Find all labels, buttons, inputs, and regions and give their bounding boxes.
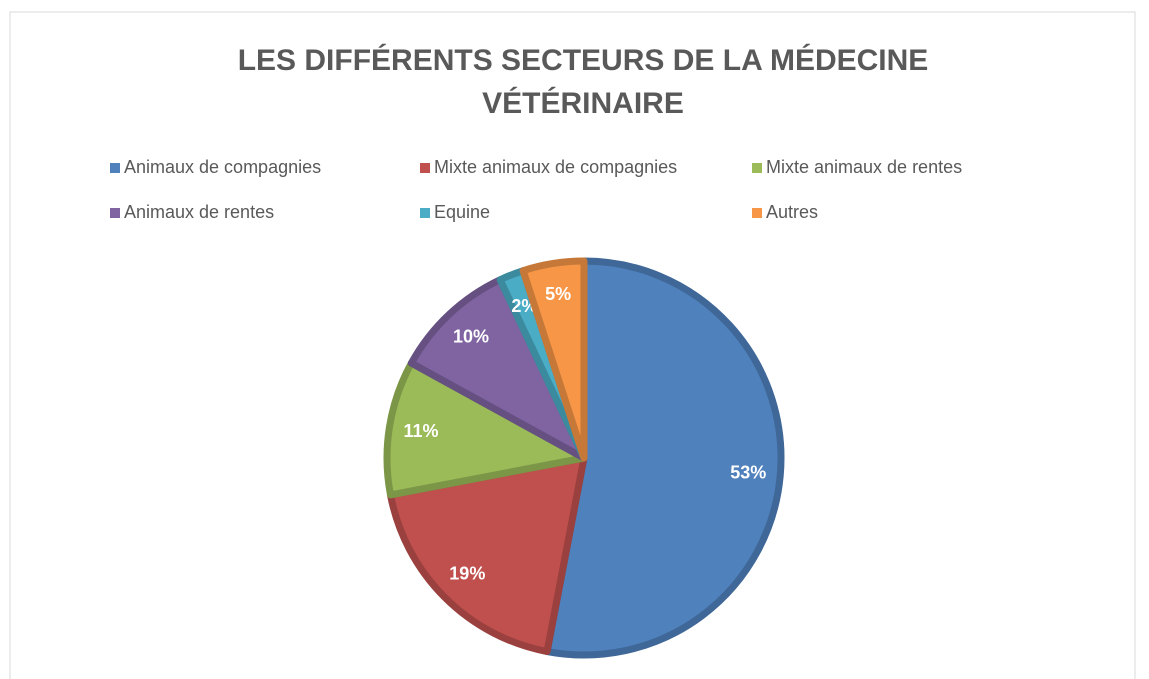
- pie-slice: [407, 276, 588, 462]
- data-label: 53%: [730, 462, 766, 482]
- data-label: 5%: [545, 284, 571, 304]
- pie-slice: [519, 257, 588, 462]
- data-label: 11%: [404, 421, 439, 441]
- legend-label: Mixte animaux de rentes: [766, 157, 962, 177]
- legend-label: Mixte animaux de compagnies: [434, 157, 677, 177]
- data-label: 19%: [449, 563, 485, 583]
- legend-swatch: [110, 163, 120, 173]
- legend-swatch: [110, 208, 120, 218]
- legend-swatch: [752, 163, 762, 173]
- legend-label: Animaux de rentes: [124, 202, 274, 222]
- pie-slice: [383, 359, 588, 499]
- legend-label: Equine: [434, 202, 490, 222]
- pie-slice: [543, 257, 785, 659]
- legend-swatch: [752, 208, 762, 218]
- legend-swatch: [420, 163, 430, 173]
- chart-title: LES DIFFÉRENTS SECTEURS DE LA MÉDECINE VÉ…: [238, 43, 929, 120]
- legend-swatch: [420, 208, 430, 218]
- legend-label: Autres: [766, 202, 818, 222]
- data-label: 10%: [453, 326, 489, 346]
- legend-label: Animaux de compagnies: [124, 157, 321, 177]
- pie-slice: [386, 454, 588, 656]
